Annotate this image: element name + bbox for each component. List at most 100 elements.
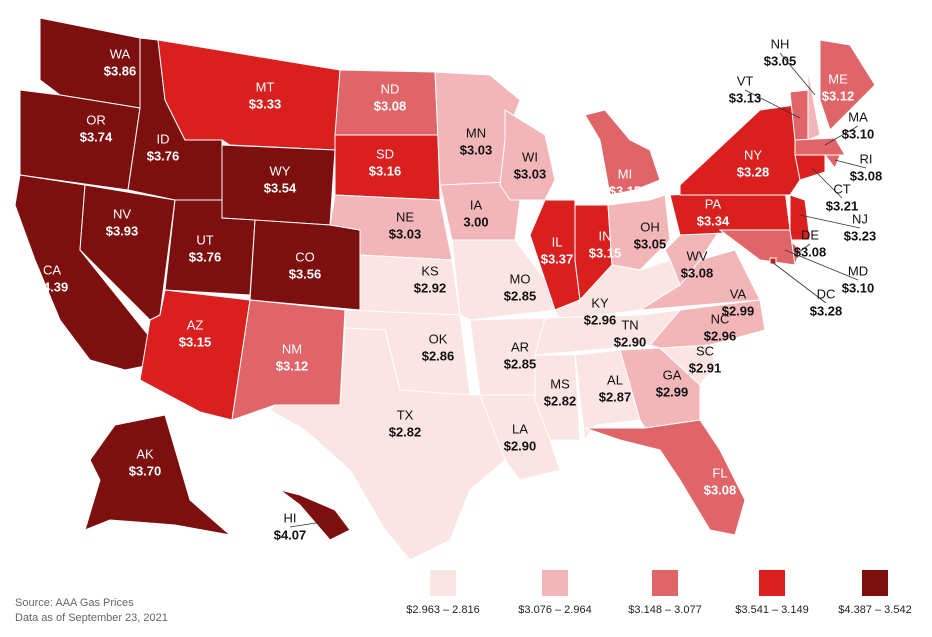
state-price: $3.12	[276, 358, 309, 373]
legend-label: $3.148 – 3.077	[628, 604, 701, 616]
leader-line	[744, 89, 801, 119]
state-abbr: DE	[801, 227, 819, 242]
state-abbr: MN	[466, 125, 486, 140]
state-abbr: RI	[860, 151, 873, 166]
state-price: $3.13	[729, 90, 762, 105]
state-price: $3.93	[106, 223, 139, 238]
state-abbr: DC	[817, 286, 836, 301]
state-abbr: NE	[396, 209, 414, 224]
state-abbr: AK	[136, 446, 154, 461]
state-abbr: MO	[510, 271, 531, 286]
labels: WA $3.86 OR $3.74 CA $4.39 NV $3.93 ID $3.76 MT $3.…	[36, 36, 883, 542]
state-abbr: OK	[429, 331, 448, 346]
state-price: $3.03	[514, 166, 547, 181]
state-abbr: AR	[511, 339, 529, 354]
state	[718, 229, 796, 266]
state-price: $3.21	[826, 198, 859, 213]
state-abbr: NH	[771, 36, 790, 51]
state-price: $2.90	[504, 438, 537, 453]
state-price: $2.82	[389, 424, 422, 439]
state-abbr: TN	[621, 317, 638, 332]
state	[679, 104, 801, 196]
state	[639, 249, 761, 311]
state-price: $2.90	[614, 334, 647, 349]
state-price: $3.08	[374, 98, 407, 113]
state-price: $2.96	[704, 328, 737, 343]
states	[14, 17, 876, 561]
state	[769, 257, 777, 265]
state-price: $3.56	[289, 266, 322, 281]
leader-line	[799, 214, 861, 229]
state-abbr: MS	[550, 376, 570, 391]
state	[269, 327, 506, 561]
state-abbr: ID	[157, 131, 170, 146]
state-price: $2.82	[544, 393, 577, 408]
state-abbr: SC	[696, 343, 714, 358]
state-abbr: LA	[512, 421, 528, 436]
leader-line	[834, 159, 867, 169]
state	[649, 299, 766, 349]
state-price: $3.76	[189, 249, 222, 264]
state-abbr: TX	[397, 407, 414, 422]
legend-swatch	[652, 570, 678, 596]
state-abbr: OH	[640, 219, 660, 234]
state-price: $3.08	[850, 168, 883, 183]
state-abbr: ND	[381, 81, 400, 96]
state-price: $3.16	[369, 163, 402, 178]
state-abbr: NV	[113, 206, 131, 221]
state-price: $2.92	[414, 280, 447, 295]
state-abbr: VA	[730, 286, 747, 301]
state-price: $3.10	[842, 126, 875, 141]
state-abbr: IL	[552, 234, 563, 249]
state-price: $3.03	[460, 142, 493, 157]
state-price: $3.74	[80, 129, 113, 144]
state	[823, 154, 841, 170]
state-price: $3.08	[681, 265, 714, 280]
state-abbr: GA	[663, 367, 682, 382]
state-abbr: SD	[376, 146, 394, 161]
state	[794, 137, 846, 156]
state-price: $3.12	[822, 88, 855, 103]
legend-swatch	[430, 570, 456, 596]
state-price: $3.05	[764, 53, 797, 68]
state-abbr: MD	[848, 263, 868, 278]
state	[669, 189, 791, 236]
state-price: $3.86	[104, 63, 137, 78]
state-abbr: KY	[591, 295, 609, 310]
state	[534, 354, 581, 441]
leader-line	[771, 261, 827, 304]
state	[807, 69, 821, 141]
state-abbr: WV	[687, 248, 708, 263]
state-price: $2.99	[656, 384, 689, 399]
state-abbr: HI	[284, 510, 297, 525]
legend-label: $4.387 – 3.542	[838, 604, 911, 616]
state-abbr: WY	[270, 163, 291, 178]
state-abbr: NY	[744, 147, 762, 162]
state-price: $3.15	[609, 183, 642, 198]
state-abbr: AZ	[187, 317, 204, 332]
state-price: $2.99	[722, 303, 755, 318]
state-abbr: IN	[599, 228, 612, 243]
state-price: $2.85	[504, 288, 537, 303]
state-abbr: NC	[711, 311, 730, 326]
legend-label: $3.541 – 3.149	[735, 604, 808, 616]
legend-swatch	[862, 570, 888, 596]
state-price: $3.28	[737, 164, 770, 179]
legend-swatch	[759, 570, 785, 596]
state-price: $3.54	[264, 180, 297, 195]
state-abbr: PA	[705, 196, 722, 211]
state-price: $4.39	[36, 279, 69, 294]
leader-line	[824, 125, 859, 146]
state-price: $2.87	[599, 389, 632, 404]
leader-line	[811, 167, 843, 199]
state-abbr: WA	[110, 46, 131, 61]
state	[249, 219, 361, 311]
state-abbr: MI	[618, 166, 632, 181]
state-abbr: WI	[522, 149, 538, 164]
date-note: Data as of September 23, 2021	[15, 612, 168, 624]
legend-label: $2.963 – 2.816	[406, 604, 479, 616]
state-price: $3.33	[249, 96, 282, 111]
state-price: 3.00	[463, 214, 488, 229]
legend-label: $3.076 – 2.964	[518, 604, 591, 616]
state-abbr: MT	[256, 79, 275, 94]
